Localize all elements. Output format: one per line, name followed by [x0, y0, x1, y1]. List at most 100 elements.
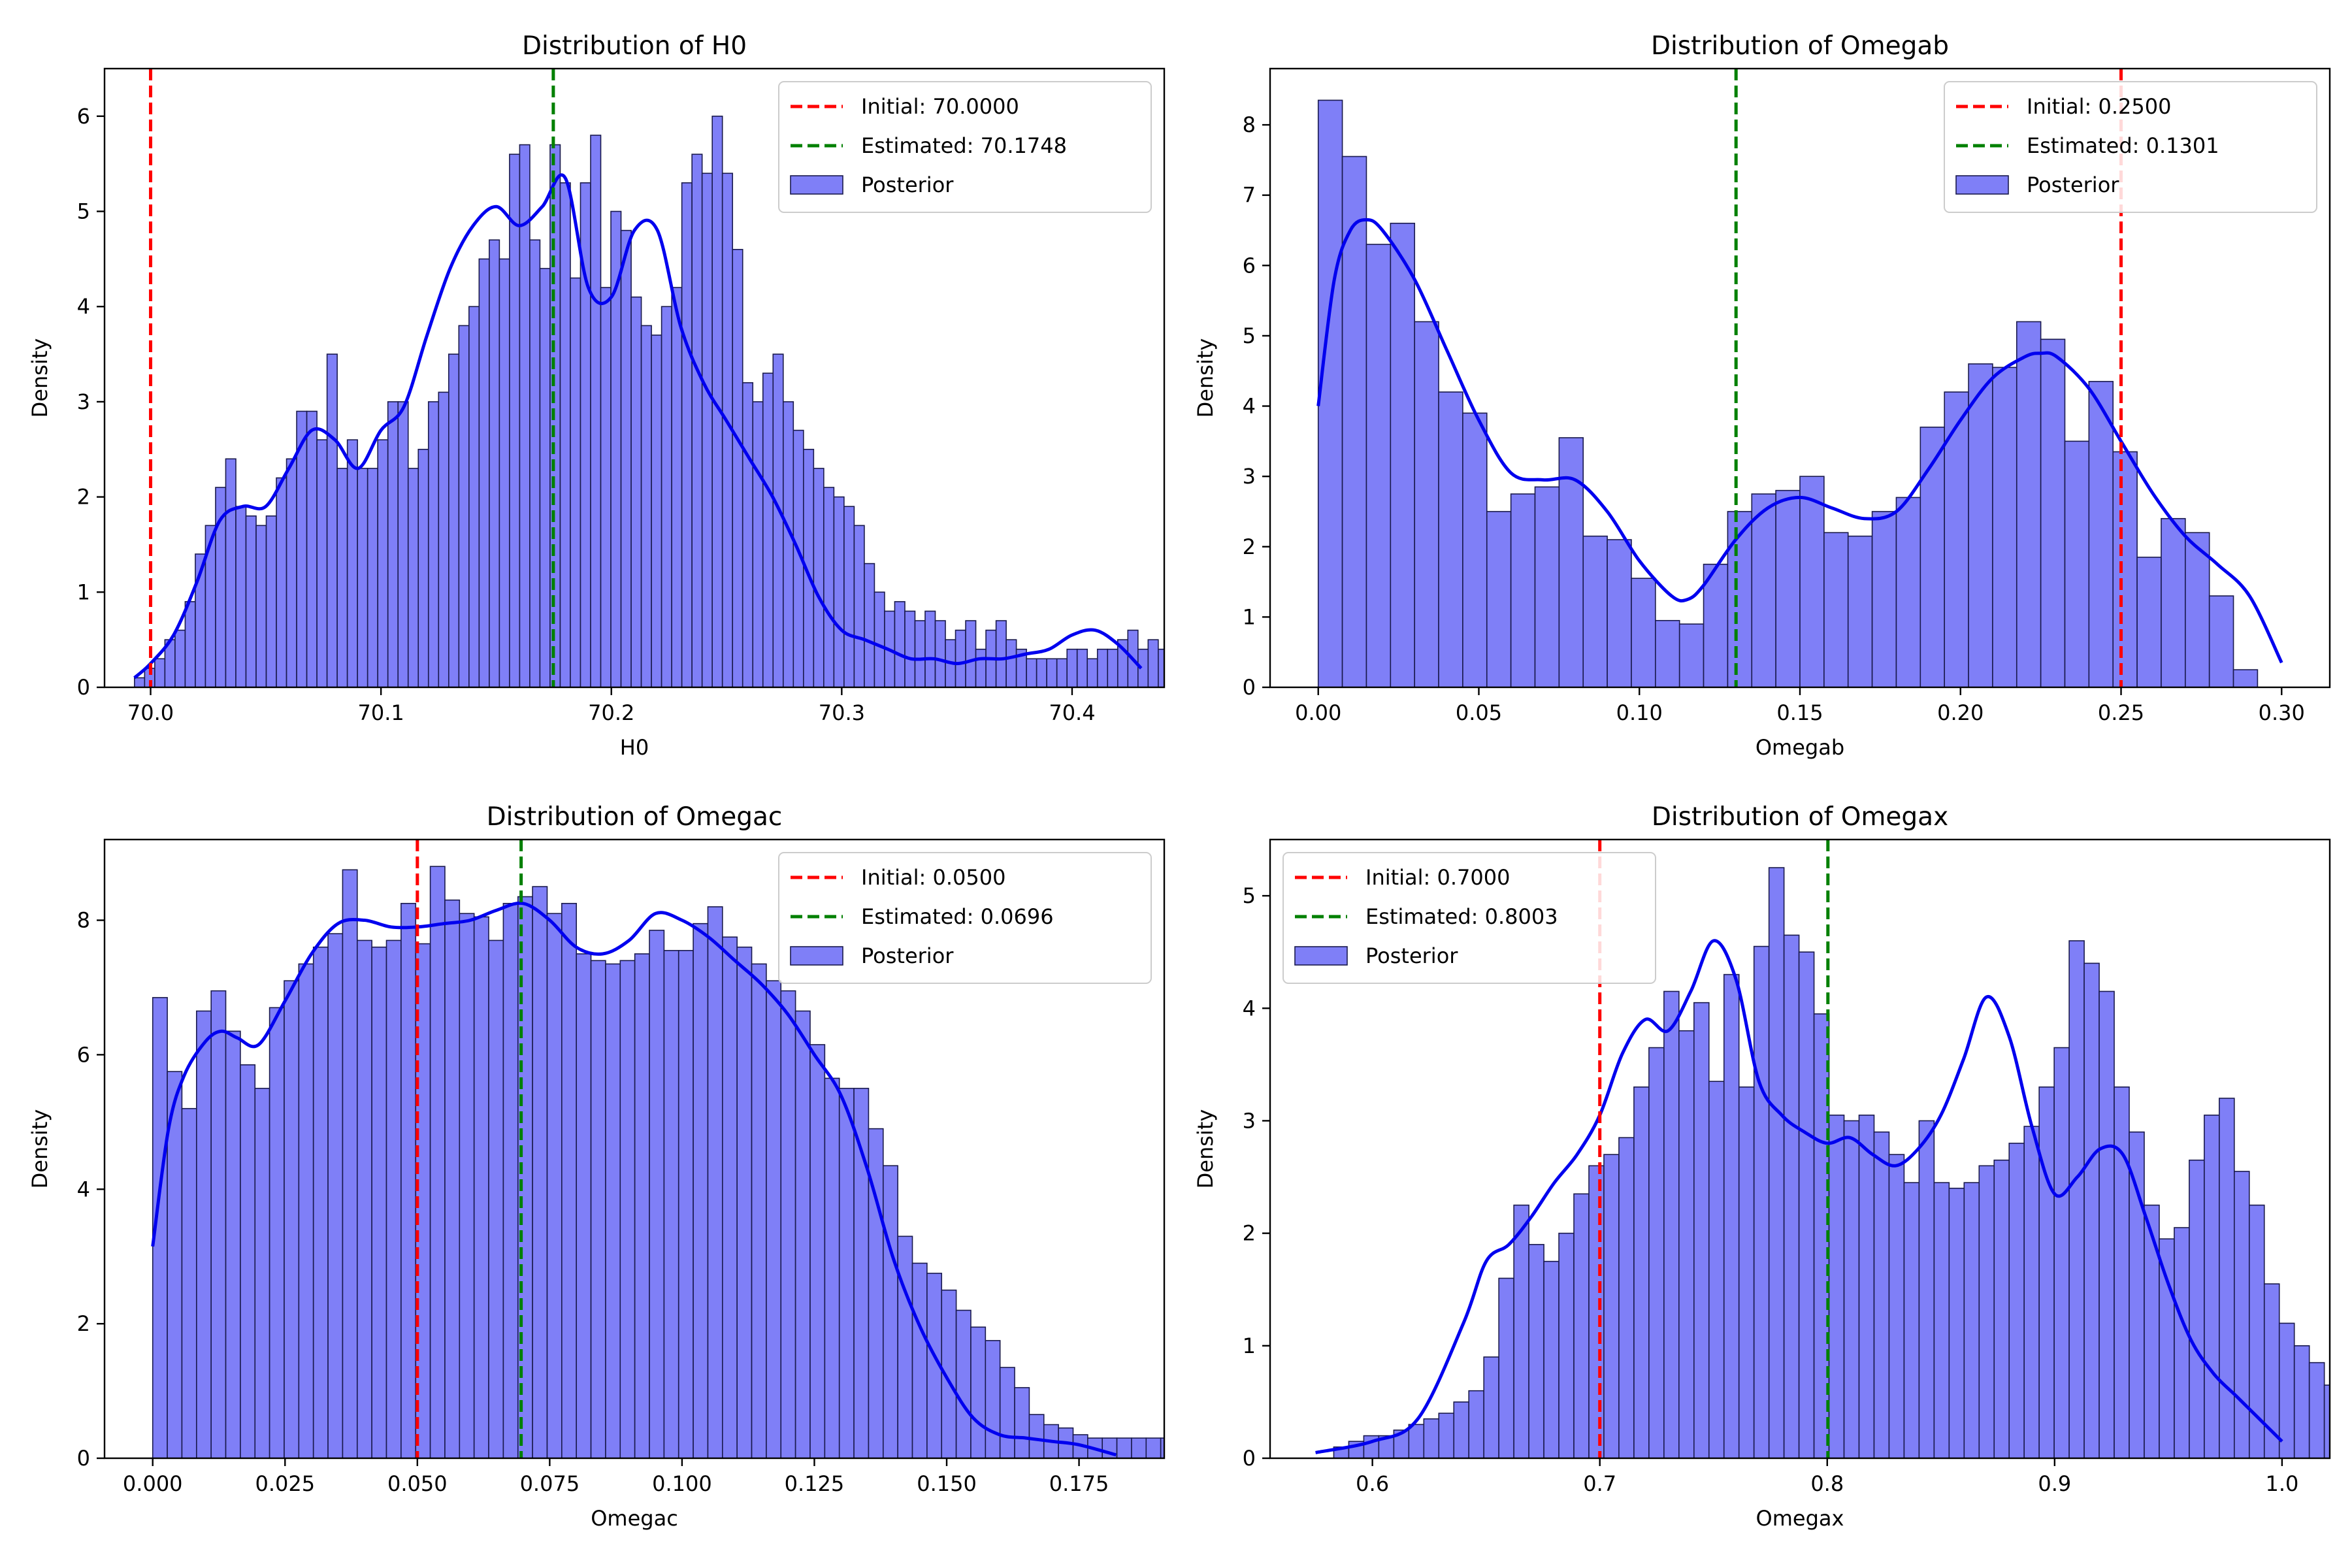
legend-initial: Initial: 70.0000	[791, 94, 1019, 119]
histogram-bar	[2159, 1238, 2175, 1458]
histogram-bar	[2323, 1384, 2330, 1458]
histogram-bar	[732, 249, 743, 687]
legend-label: Posterior	[2027, 172, 2119, 197]
histogram-bar	[1768, 867, 1785, 1458]
histogram-bar	[1798, 951, 1815, 1458]
histogram-bar	[1408, 1424, 1425, 1458]
histogram-bar	[1751, 493, 1776, 687]
histogram-bar	[181, 1107, 197, 1458]
legend-patch-swatch	[790, 946, 843, 966]
histogram-bar	[1147, 639, 1159, 687]
histogram-bar	[1028, 1414, 1045, 1458]
histogram-bar	[772, 353, 784, 687]
histogram-bar	[782, 401, 794, 687]
histogram-bar	[794, 1010, 811, 1458]
histogram-bar	[911, 1262, 928, 1458]
y-tick-label: 1	[77, 580, 90, 604]
x-tick-label: 70.1	[358, 700, 404, 725]
histogram-bar	[448, 353, 460, 687]
histogram-bar	[546, 913, 563, 1458]
legend-initial: Initial: 0.0500	[791, 865, 1005, 890]
histogram-bar	[1158, 648, 1164, 687]
histogram-bar	[823, 487, 835, 687]
histogram-bar	[357, 468, 368, 687]
histogram-bar	[1014, 1387, 1030, 1458]
histogram-bar	[1871, 511, 1897, 687]
y-tick-label: 8	[77, 908, 90, 933]
legend-box	[778, 852, 1152, 984]
x-tick-label: 70.4	[1049, 700, 1095, 725]
kde-curve	[1315, 939, 2283, 1454]
histogram-bar	[417, 448, 429, 687]
histogram-bar	[1528, 1244, 1544, 1458]
panel-omegax: 0.6 0.7 0.8 0.9 1.0 0 1 2 3 4 5 Omegax Density Distri…	[1193, 802, 2331, 1531]
histogram-bar	[1873, 1131, 1890, 1458]
histogram-bar	[371, 946, 387, 1458]
histogram-bar	[478, 258, 490, 687]
legend-label: Estimated: 0.1301	[2027, 133, 2219, 158]
x-axis-label: H0	[620, 735, 649, 760]
legend: Initial: 70.0000 Estimated: 70.1748 Poster…	[778, 81, 1152, 213]
legend-label: Estimated: 70.1748	[861, 133, 1067, 158]
legend-label: Initial: 0.0500	[861, 865, 1005, 890]
histogram-bar	[1160, 1437, 1164, 1458]
histogram-bars	[1317, 99, 2259, 687]
histogram-bar	[661, 306, 672, 687]
histogram-bar	[1963, 1182, 1980, 1458]
panel-omegac: 0.000 0.025 0.050 0.075 0.100 0.125 0.150 0.175…	[27, 802, 1166, 1531]
histogram-bar	[736, 946, 753, 1458]
x-axis-label: Omegac	[591, 1506, 678, 1531]
histogram-bar	[649, 930, 665, 1458]
histogram-bar	[2278, 1322, 2295, 1458]
histogram-bar	[154, 658, 166, 687]
histogram-bar	[1365, 244, 1392, 687]
histogram-bar	[2136, 557, 2162, 687]
histogram-bar	[387, 401, 399, 687]
histogram-bar	[549, 144, 561, 687]
histogram-bar	[240, 1064, 256, 1458]
histogram-bar	[1107, 648, 1119, 687]
histogram-bar	[1678, 623, 1705, 687]
histogram-bar	[488, 939, 504, 1458]
histogram-bar	[1693, 1002, 1710, 1458]
chart-title: Distribution of Omegac	[487, 802, 783, 832]
histogram-bar	[1390, 222, 1415, 687]
histogram-bar	[1005, 639, 1017, 687]
histogram-bar	[1036, 658, 1047, 687]
histogram-bar	[2038, 1086, 2055, 1458]
histogram-bar	[1582, 535, 1608, 687]
y-tick-label: 5	[77, 199, 90, 224]
histogram-bar	[630, 296, 642, 687]
histogram-bar	[2129, 1131, 2145, 1458]
histogram-bar	[1558, 437, 1584, 687]
histogram-bar	[1727, 511, 1753, 687]
histogram-bar	[722, 936, 738, 1458]
x-tick-label: 0.7	[1583, 1471, 1616, 1496]
histogram-bar	[1468, 1390, 1484, 1458]
histogram-bar	[1414, 321, 1439, 687]
histogram-bar	[2083, 962, 2100, 1458]
x-tick-label: 0.00	[1295, 700, 1341, 725]
histogram-bar	[640, 325, 652, 687]
histogram-bar	[1046, 658, 1058, 687]
histogram-bar	[559, 182, 571, 687]
histogram-bar	[1462, 412, 1488, 687]
histogram-bar	[1486, 511, 1512, 687]
x-tick-label: 0.000	[123, 1471, 183, 1496]
histogram-bar	[1858, 1115, 1875, 1458]
x-axis-ticks: 0.00 0.05 0.10 0.15 0.20 0.25 0.30	[1295, 687, 2305, 725]
y-tick-label: 4	[1243, 996, 1256, 1021]
histogram-bar	[1978, 1165, 1995, 1458]
histogram-bar	[619, 960, 636, 1458]
histogram-bar	[489, 239, 500, 687]
plot-area	[151, 840, 1164, 1458]
histogram-bar	[529, 239, 541, 687]
histogram-bar	[327, 933, 344, 1458]
x-tick-label: 0.150	[917, 1471, 977, 1496]
legend-label: Initial: 70.0000	[861, 94, 1019, 119]
histogram-bar	[897, 1235, 913, 1458]
legend-posterior: Posterior	[790, 943, 954, 968]
histogram-bar	[1498, 1277, 1514, 1458]
histogram-bar	[336, 468, 348, 687]
y-axis-ticks: 0 1 2 3 4 5 6 7 8	[1243, 112, 1270, 700]
